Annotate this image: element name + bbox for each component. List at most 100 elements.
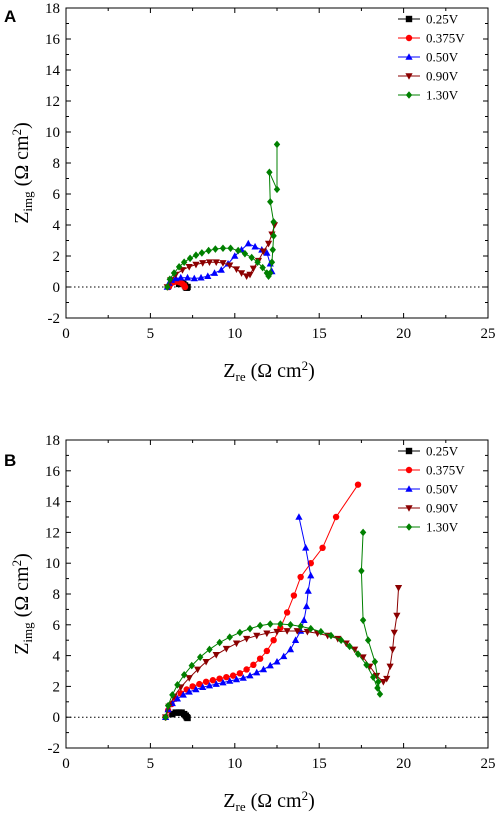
data-point bbox=[205, 681, 214, 689]
data-point bbox=[162, 713, 169, 721]
data-point bbox=[241, 249, 249, 258]
data-point bbox=[390, 629, 398, 637]
data-point bbox=[212, 680, 220, 687]
x-tick-label: 15 bbox=[312, 756, 327, 772]
data-point bbox=[371, 657, 379, 666]
data-point bbox=[198, 249, 206, 257]
data-point bbox=[283, 609, 291, 616]
data-point bbox=[295, 513, 303, 520]
legend-entry: 0.375V bbox=[398, 31, 465, 46]
x-axis-label-main: Z bbox=[223, 790, 235, 812]
plot-frame bbox=[65, 439, 489, 749]
data-point bbox=[202, 658, 210, 666]
data-point bbox=[319, 544, 326, 551]
data-point bbox=[273, 140, 281, 149]
legend-label: 0.50V bbox=[426, 482, 459, 497]
data-point bbox=[232, 640, 241, 648]
x-tick-label: 5 bbox=[147, 756, 155, 772]
y-tick-label: -2 bbox=[48, 741, 61, 757]
data-point bbox=[185, 687, 193, 695]
series-0.375V bbox=[162, 481, 362, 721]
legend-label: 0.25V bbox=[426, 444, 459, 459]
legend-marker bbox=[405, 523, 413, 531]
legend-entry: 0.25V bbox=[398, 12, 459, 27]
y-axis-label-sup: 2 bbox=[9, 129, 24, 136]
y-tick-label: 6 bbox=[53, 618, 61, 634]
data-point bbox=[273, 657, 281, 665]
data-point bbox=[351, 646, 359, 654]
y-axis-label-unit: (Ω cm bbox=[11, 135, 33, 191]
data-point bbox=[196, 653, 204, 661]
y-axis-label-sup: 2 bbox=[9, 560, 24, 567]
y-tick-label: 12 bbox=[45, 94, 60, 110]
y-axis-label-close: ) bbox=[11, 122, 33, 129]
legend-label: 0.90V bbox=[426, 501, 459, 516]
data-point bbox=[297, 622, 304, 631]
data-point bbox=[164, 283, 171, 291]
x-axis-label-close: ) bbox=[308, 790, 315, 812]
data-point bbox=[212, 245, 219, 253]
legend-entry: 0.90V bbox=[398, 501, 459, 516]
y-axis-label-main: Z bbox=[11, 643, 33, 655]
data-point bbox=[280, 652, 288, 660]
data-point bbox=[256, 621, 264, 630]
legend-label: 1.30V bbox=[426, 520, 459, 535]
x-axis-label: Zre (Ω cm2) bbox=[223, 788, 314, 814]
series-0.90V bbox=[163, 222, 279, 291]
x-axis-label-unit: (Ω cm bbox=[246, 790, 302, 812]
data-point bbox=[212, 259, 220, 266]
data-point bbox=[173, 694, 182, 702]
x-tick-label: 10 bbox=[227, 756, 242, 772]
legend-marker bbox=[405, 34, 413, 42]
data-point bbox=[202, 678, 210, 685]
data-point bbox=[354, 481, 362, 488]
data-point bbox=[270, 232, 277, 240]
y-tick-label: 4 bbox=[53, 649, 61, 665]
data-point bbox=[317, 627, 325, 636]
data-point bbox=[277, 620, 284, 628]
data-point bbox=[376, 690, 384, 698]
data-point bbox=[253, 632, 261, 640]
data-point bbox=[379, 678, 387, 686]
y-tick-label: 8 bbox=[53, 587, 61, 603]
data-point bbox=[250, 661, 257, 669]
data-point bbox=[243, 666, 250, 673]
data-point bbox=[354, 650, 362, 658]
y-tick-label: 10 bbox=[45, 556, 60, 572]
data-point bbox=[346, 642, 353, 651]
data-point bbox=[166, 275, 174, 284]
data-point bbox=[178, 267, 187, 274]
data-point bbox=[177, 273, 185, 281]
series-0.90V bbox=[161, 585, 403, 721]
data-point bbox=[283, 628, 291, 635]
y-tick-label: 0 bbox=[53, 280, 61, 296]
data-point bbox=[219, 678, 227, 686]
series-line bbox=[165, 587, 400, 718]
data-point bbox=[293, 628, 301, 635]
y-axis-label: Zimg (Ω cm2) bbox=[9, 553, 35, 655]
x-axis-label: Zre (Ω cm2) bbox=[223, 358, 314, 384]
data-point bbox=[259, 248, 268, 256]
legend-entry: 1.30V bbox=[398, 88, 459, 103]
data-point bbox=[232, 266, 241, 273]
data-point bbox=[287, 621, 294, 629]
y-tick-label: 16 bbox=[45, 32, 61, 48]
data-point bbox=[174, 681, 181, 689]
data-point bbox=[185, 264, 193, 271]
data-point bbox=[179, 691, 187, 698]
data-point bbox=[236, 628, 244, 637]
data-point bbox=[164, 701, 172, 710]
data-point bbox=[259, 263, 266, 272]
series-1.30V bbox=[162, 528, 384, 721]
data-point bbox=[217, 266, 225, 273]
panel-a: A 0 5 10 15 20 25-20246810121416180.25V0.375V… bbox=[4, 1, 496, 384]
y-axis-label-unit: (Ω cm bbox=[11, 566, 33, 622]
data-point bbox=[204, 272, 212, 279]
data-point bbox=[307, 571, 315, 579]
data-point bbox=[270, 218, 277, 226]
data-point bbox=[226, 262, 234, 270]
data-point bbox=[180, 671, 188, 679]
data-point bbox=[263, 647, 271, 655]
y-axis-label-close: ) bbox=[11, 553, 33, 560]
x-tick-label: 0 bbox=[62, 326, 70, 342]
